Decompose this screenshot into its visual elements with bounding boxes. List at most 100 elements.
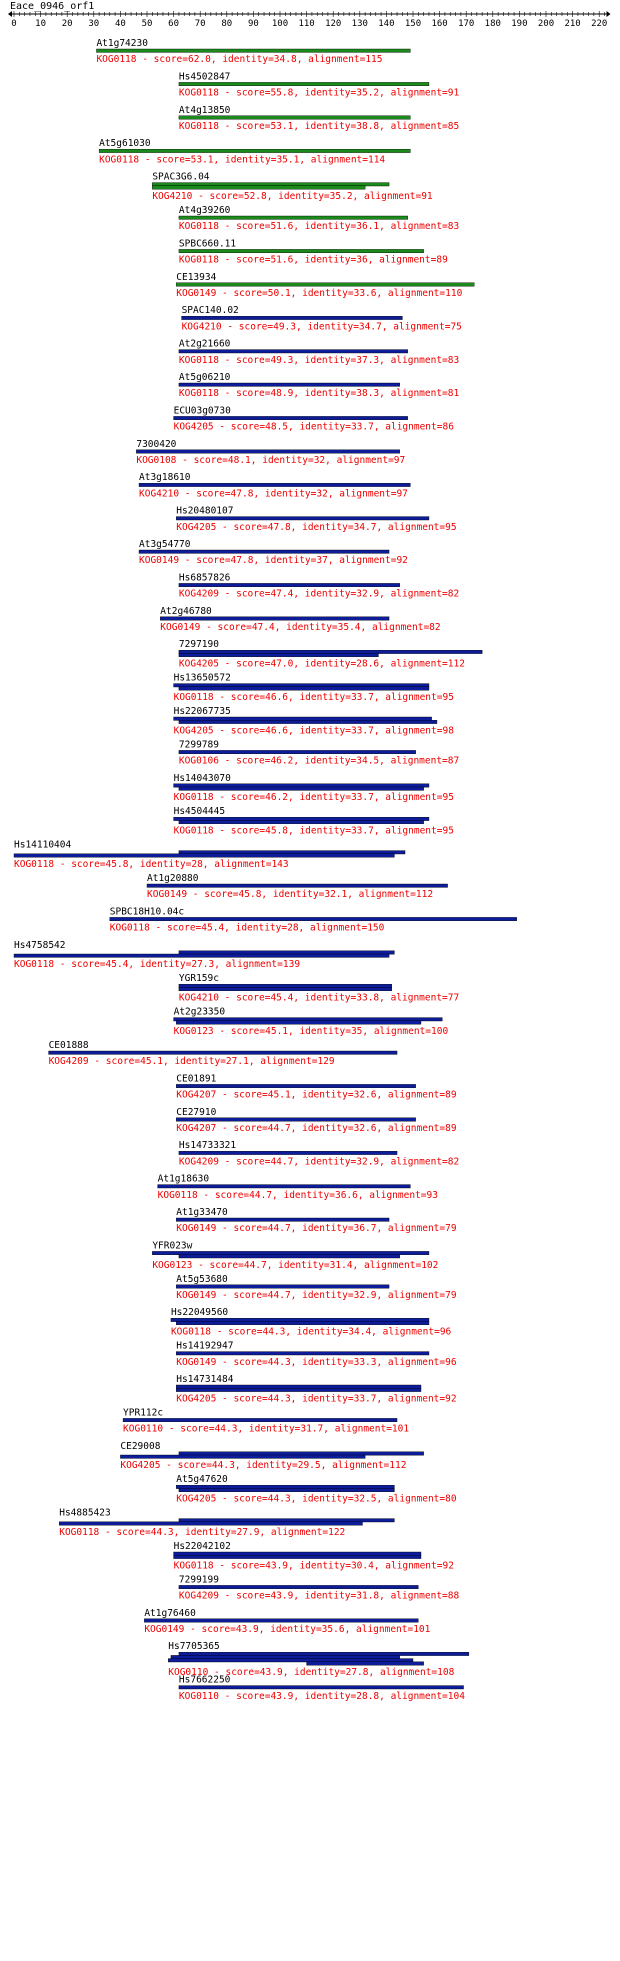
hit-name[interactable]: ECU03g0730 xyxy=(174,405,231,416)
hit-name[interactable]: Hs13650572 xyxy=(174,673,231,684)
hit-name[interactable]: At1g18630 xyxy=(158,1174,210,1185)
hit-row[interactable]: Hs20480107 KOG4205 - score=47.8, identity… xyxy=(176,506,457,533)
hit-name[interactable]: At4g39260 xyxy=(179,205,231,216)
hit-name[interactable]: 7299789 xyxy=(179,739,219,750)
hit-name[interactable]: 7297190 xyxy=(179,639,219,650)
hit-row[interactable]: Hs22042102 KOG0118 - score=43.9, identity… xyxy=(173,1541,454,1571)
hit-row[interactable]: ECU03g0730 KOG4205 - score=48.5, identity… xyxy=(173,405,455,433)
hit-name[interactable]: Hs14192947 xyxy=(176,1341,233,1352)
hit-name[interactable]: SPAC140.02 xyxy=(182,305,239,316)
hit-name[interactable]: At5g47620 xyxy=(176,1474,228,1485)
hit-name[interactable]: YGR159c xyxy=(179,973,219,984)
hit-row[interactable]: Hs22067735 KOG4205 - score=46.6, identity… xyxy=(173,706,455,736)
hit-name[interactable]: Hs7705365 xyxy=(168,1641,219,1652)
hit-name[interactable]: At1g74230 xyxy=(96,38,148,49)
hit-row[interactable]: CE27910 KOG4207 - score=44.7, identity=32… xyxy=(176,1107,457,1134)
hit-row[interactable]: SPBC18H10.04c KOG0118 - score=45.4, ident… xyxy=(109,906,517,934)
hit-name[interactable]: At5g06210 xyxy=(179,372,231,383)
hit-row[interactable]: Hs6857826 KOG4209 - score=47.4, identity=… xyxy=(178,572,459,600)
hit-row[interactable]: At2g46780 KOG0149 - score=47.4, identity=… xyxy=(160,606,441,633)
hit-row[interactable]: YFR023w KOG0123 - score=44.7, identity=31… xyxy=(152,1240,438,1271)
hit-name[interactable]: Hs22042102 xyxy=(174,1541,231,1552)
hit-row[interactable]: At2g21660 KOG0118 - score=49.3, identity=… xyxy=(178,339,459,366)
hit-row[interactable]: 7299789 KOG0106 - score=46.2, identity=34… xyxy=(178,739,459,767)
hit-name[interactable]: Hs14731484 xyxy=(176,1374,233,1385)
hit-name[interactable]: Hs4885423 xyxy=(59,1508,110,1519)
hit-name[interactable]: SPBC18H10.04c xyxy=(110,906,184,917)
hit-name[interactable]: Hs14110404 xyxy=(14,840,71,851)
hit-name[interactable]: CE01888 xyxy=(49,1040,89,1051)
hit-name[interactable]: Hs20480107 xyxy=(176,506,233,517)
hit-row[interactable]: CE29008 KOG4205 - score=44.3, identity=29… xyxy=(120,1441,424,1471)
hit-name[interactable]: Hs14733321 xyxy=(179,1140,236,1151)
hit-name[interactable]: YPR112c xyxy=(123,1407,163,1418)
hit-row[interactable]: At1g76460 KOG0149 - score=43.9, identity=… xyxy=(144,1608,431,1635)
hit-name[interactable]: Hs4502847 xyxy=(179,71,230,82)
hit-name[interactable]: At1g33470 xyxy=(176,1207,228,1218)
hit-row[interactable]: Hs4502847 KOG0118 - score=55.8, identity=… xyxy=(178,71,460,99)
hit-name[interactable]: Hs4758542 xyxy=(14,940,65,951)
hit-name[interactable]: YFR023w xyxy=(152,1240,192,1251)
hit-name[interactable]: At2g46780 xyxy=(160,606,212,617)
hit-row[interactable]: At4g13850 KOG0118 - score=53.1, identity=… xyxy=(178,105,459,132)
hit-row[interactable]: At1g18630 KOG0118 - score=44.7, identity=… xyxy=(157,1174,438,1201)
hit-row[interactable]: At5g53680 KOG0149 - score=44.7, identity=… xyxy=(176,1274,457,1301)
hit-row[interactable]: CE01888 KOG4209 - score=45.1, identity=27… xyxy=(48,1040,398,1067)
hit-row[interactable]: At1g74230 KOG0118 - score=62.0, identity=… xyxy=(96,38,411,65)
hit-name[interactable]: CE01891 xyxy=(176,1073,216,1084)
hit-row[interactable]: At1g20880 KOG0149 - score=45.8, identity=… xyxy=(146,873,448,900)
hit-row[interactable]: At5g06210 KOG0118 - score=48.9, identity=… xyxy=(178,372,460,399)
hit-name[interactable]: 7300420 xyxy=(136,439,176,450)
hit-name[interactable]: At1g76460 xyxy=(144,1608,196,1619)
hit-row[interactable]: SPAC3G6.04 KOG4210 - score=52.8, identity… xyxy=(152,172,433,202)
hit-name[interactable]: 7299199 xyxy=(179,1574,219,1585)
hit-row[interactable]: At3g18610 KOG4210 - score=47.8, identity=… xyxy=(138,472,411,499)
hit-row[interactable]: SPAC140.02 KOG4210 - score=49.3, identity… xyxy=(181,305,462,332)
hit-row[interactable]: Hs22049560 KOG0118 - score=44.3, identity… xyxy=(170,1307,452,1338)
hit-row[interactable]: Hs4758542 KOG0118 - score=45.4, identity=… xyxy=(13,940,395,970)
hit-name[interactable]: Hs4504445 xyxy=(174,806,225,817)
hit-row[interactable]: YPR112c KOG0110 - score=44.3, identity=31… xyxy=(122,1407,409,1435)
hit-row[interactable]: Hs14733321 KOG4209 - score=44.7, identity… xyxy=(178,1140,459,1167)
hit-row[interactable]: CE13934 KOG0149 - score=50.1, identity=33… xyxy=(176,272,475,299)
hit-name[interactable]: At5g53680 xyxy=(176,1274,228,1285)
hit-row[interactable]: At5g47620 KOG4205 - score=44.3, identity=… xyxy=(176,1474,457,1505)
hit-row[interactable]: At5g61030 KOG0118 - score=53.1, identity=… xyxy=(98,138,411,165)
hit-row[interactable]: At1g33470 KOG0149 - score=44.7, identity=… xyxy=(176,1207,457,1234)
hit-name[interactable]: SPBC660.11 xyxy=(179,238,236,249)
hit-name[interactable]: At2g23350 xyxy=(174,1007,226,1018)
hit-name[interactable]: At3g54770 xyxy=(139,539,191,550)
hit-name[interactable]: Hs22067735 xyxy=(174,706,231,717)
hit-name[interactable]: SPAC3G6.04 xyxy=(152,172,209,183)
hit-name[interactable]: At1g20880 xyxy=(147,873,199,884)
hit-name[interactable]: CE27910 xyxy=(176,1107,216,1118)
hit-row[interactable]: Hs7662250 KOG0110 - score=43.9, identity=… xyxy=(178,1675,465,1702)
hit-row[interactable]: SPBC660.11 KOG0118 - score=51.6, identity… xyxy=(178,238,448,266)
hit-row[interactable]: Hs14110404 KOG0118 - score=45.8, identity… xyxy=(13,840,406,870)
hit-name[interactable]: Hs7662250 xyxy=(179,1675,231,1686)
hit-name[interactable]: Hs6857826 xyxy=(179,572,231,583)
hit-name[interactable]: At5g61030 xyxy=(99,138,151,149)
hit-name[interactable]: At4g13850 xyxy=(179,105,231,116)
hit-row[interactable]: Hs4504445 KOG0118 - score=45.8, identity=… xyxy=(173,806,454,837)
hit-name[interactable]: CE13934 xyxy=(176,272,216,283)
hit-row[interactable]: Hs13650572 KOG0118 - score=46.6, identity… xyxy=(173,673,454,703)
hit-row[interactable]: Hs7705365 KOG0110 - score=43.9, identity=… xyxy=(168,1641,470,1678)
hit-row[interactable]: Hs14731484 KOG4205 - score=44.3, identity… xyxy=(176,1374,457,1404)
hit-row[interactable]: YGR159c KOG4210 - score=45.4, identity=33… xyxy=(178,973,459,1004)
hit-row[interactable]: 7300420 KOG0108 - score=48.1, identity=32… xyxy=(136,439,405,466)
hit-row[interactable]: At3g54770 KOG0149 - score=47.8, identity=… xyxy=(138,539,408,566)
hit-name[interactable]: At2g21660 xyxy=(179,339,231,350)
hit-row[interactable]: 7297190 KOG4205 - score=47.0, identity=28… xyxy=(178,639,483,670)
hit-row[interactable]: Hs14192947 KOG0149 - score=44.3, identity… xyxy=(176,1341,457,1368)
hit-name[interactable]: Hs14043070 xyxy=(174,773,231,784)
hit-name[interactable]: CE29008 xyxy=(120,1441,160,1452)
hit-row[interactable]: 7299199 KOG4209 - score=43.9, identity=31… xyxy=(178,1574,460,1602)
hit-row[interactable]: Hs14043070 KOG0118 - score=46.2, identity… xyxy=(173,773,454,803)
hit-row[interactable]: CE01891 KOG4207 - score=45.1, identity=32… xyxy=(176,1073,457,1101)
hit-row[interactable]: Hs4885423 KOG0118 - score=44.3, identity=… xyxy=(59,1508,395,1538)
hit-name[interactable]: At3g18610 xyxy=(139,472,191,483)
hit-row[interactable]: At4g39260 KOG0118 - score=51.6, identity=… xyxy=(178,205,459,232)
hit-name[interactable]: Hs22049560 xyxy=(171,1307,228,1318)
hit-row[interactable]: At2g23350 KOG0123 - score=45.1, identity=… xyxy=(173,1007,449,1037)
